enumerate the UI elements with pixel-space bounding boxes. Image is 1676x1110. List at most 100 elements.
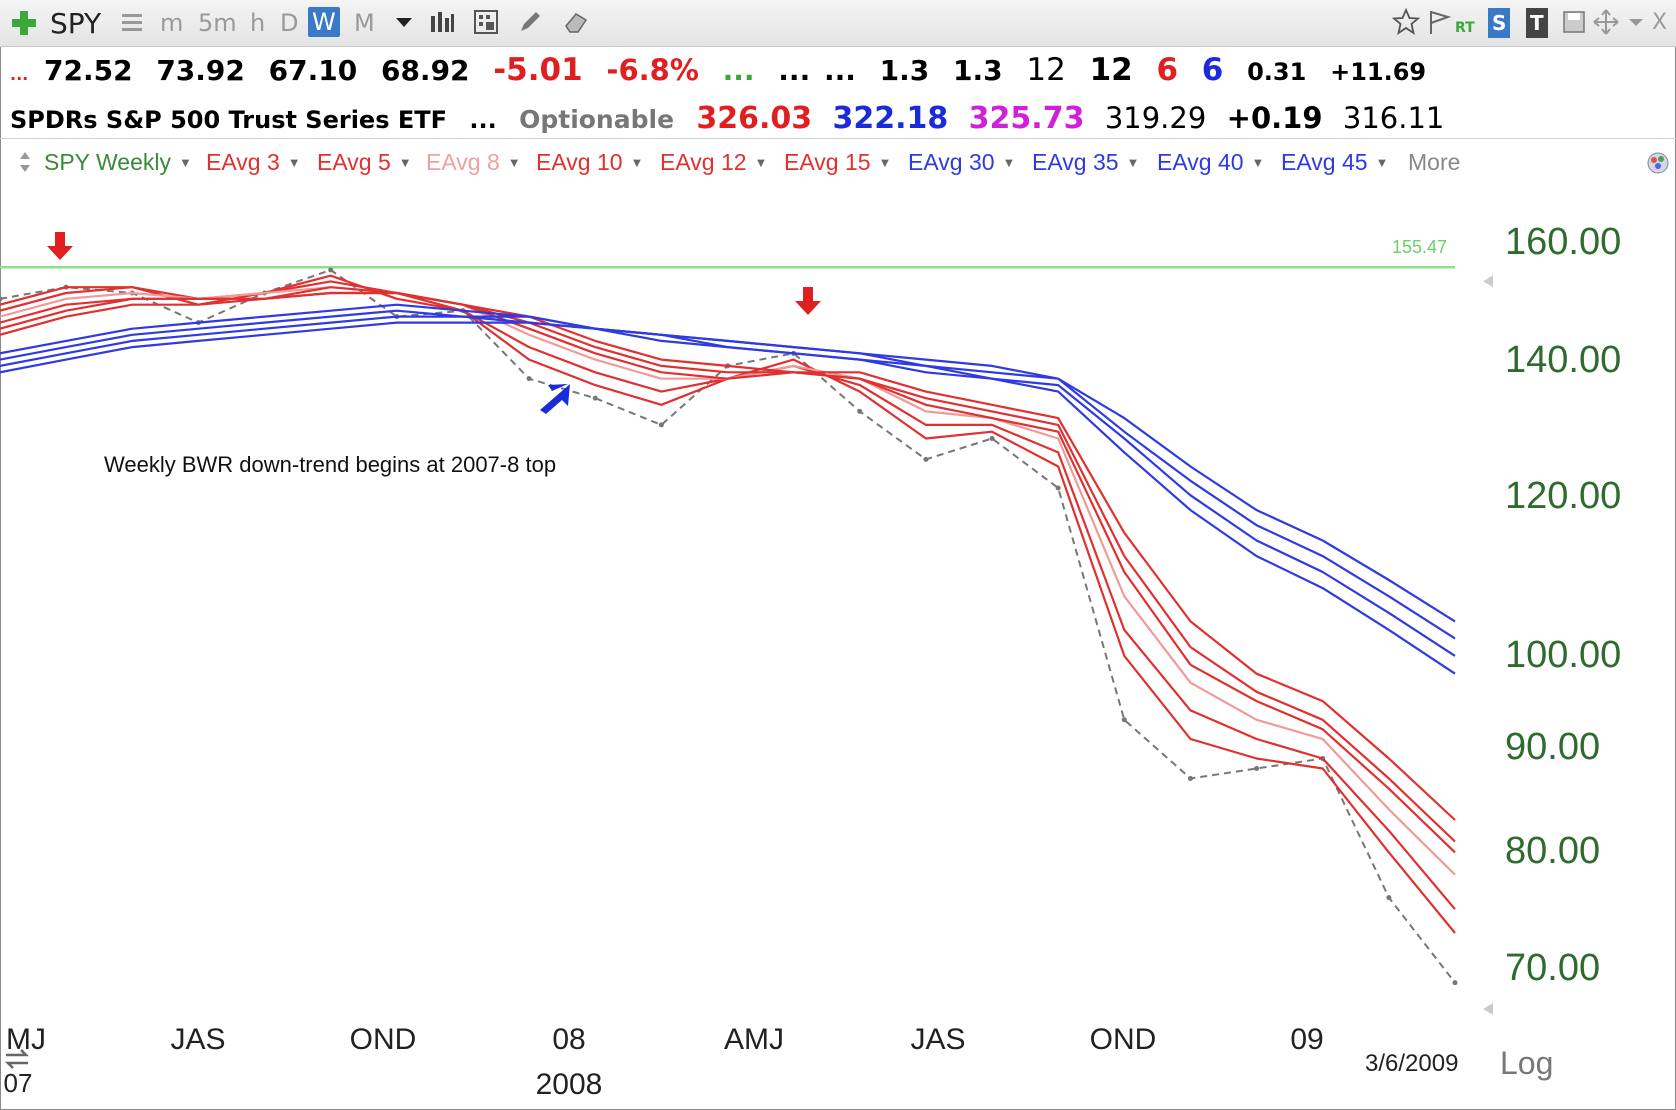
legend-label: EAvg 40 xyxy=(1157,149,1244,175)
quote-line: ... 72.52 73.92 67.10 68.92 -5.01 -6.8% … xyxy=(10,52,1440,88)
period-m[interactable]: m xyxy=(160,9,184,37)
period-d[interactable]: D xyxy=(280,9,299,37)
move-icon[interactable] xyxy=(1592,8,1620,36)
dropdown-arrow-icon[interactable] xyxy=(390,8,418,36)
quote-v7: 0.31 xyxy=(1247,58,1307,86)
legend-series[interactable]: SPY Weekly ▼ xyxy=(44,149,192,176)
quote-dots-2: ... xyxy=(778,54,811,87)
info-p1: 326.03 xyxy=(696,101,813,136)
legend-eavg-3[interactable]: EAvg 3 ▼ xyxy=(206,149,301,176)
last-date-label: 3/6/2009 xyxy=(1365,1050,1459,1077)
updown-arrow-icon[interactable] xyxy=(18,150,32,174)
refresh-icon[interactable] xyxy=(2,1046,32,1072)
quote-v2: 1.3 xyxy=(953,54,1003,87)
price-tick: 120.00 xyxy=(1505,475,1622,517)
x-tick: 08 xyxy=(552,1023,586,1056)
legend-eavg-15[interactable]: EAvg 15 ▼ xyxy=(784,149,891,176)
header-divider xyxy=(0,138,1676,139)
save-icon[interactable] xyxy=(1560,8,1588,36)
log-scale-toggle[interactable]: Log xyxy=(1500,1045,1554,1081)
data-point xyxy=(923,456,929,462)
add-plus-icon[interactable] xyxy=(10,9,38,37)
optionable-label: Optionable xyxy=(519,105,675,134)
blue-arrow-icon xyxy=(540,384,570,414)
list-menu-icon[interactable] xyxy=(118,8,146,36)
legend-label: EAvg 10 xyxy=(536,149,623,175)
legend-more-button[interactable]: More xyxy=(1408,149,1461,175)
quote-low: 67.10 xyxy=(268,54,358,87)
menu-arrow-icon[interactable] xyxy=(1622,8,1650,36)
x-tick: MJ xyxy=(6,1023,46,1056)
indicator-legend: SPY Weekly ▼ EAvg 3 ▼ EAvg 5 ▼ EAvg 8 ▼ EAvg… xyxy=(0,145,1676,181)
price-tick: 140.00 xyxy=(1505,339,1622,381)
period-h[interactable]: h xyxy=(250,9,266,37)
data-point xyxy=(592,395,598,401)
star-icon[interactable] xyxy=(1392,8,1420,36)
quote-high: 73.92 xyxy=(156,54,245,87)
t-button[interactable]: T xyxy=(1526,8,1548,38)
info-p4: 319.29 xyxy=(1104,101,1207,135)
legend-label: EAvg 45 xyxy=(1281,149,1368,175)
legend-eavg-45[interactable]: EAvg 45 ▼ xyxy=(1281,149,1388,176)
period-w-active[interactable]: W xyxy=(308,7,340,37)
realtime-label[interactable]: RT xyxy=(1455,20,1475,36)
pencil-icon[interactable] xyxy=(516,8,544,36)
x-year: 2008 xyxy=(535,1068,603,1101)
flag-icon[interactable] xyxy=(1426,8,1454,36)
caret-icon: ▼ xyxy=(754,155,768,170)
series-line-eavg-5 xyxy=(0,280,1456,910)
color-wheel-icon[interactable] xyxy=(1646,151,1670,175)
legend-label: EAvg 12 xyxy=(660,149,747,175)
legend-label: EAvg 3 xyxy=(206,149,280,175)
legend-eavg-12[interactable]: EAvg 12 ▼ xyxy=(660,149,767,176)
legend-eavg-10[interactable]: EAvg 10 ▼ xyxy=(536,149,643,176)
series-line-eavg-12 xyxy=(0,291,1456,843)
info-p5: +0.19 xyxy=(1226,101,1323,135)
quote-v3: 12 xyxy=(1026,52,1066,88)
legend-eavg-5[interactable]: EAvg 5 ▼ xyxy=(317,149,412,176)
quote-v8: +11.69 xyxy=(1330,58,1427,86)
hline-value-label: 155.47 xyxy=(1392,237,1448,257)
calculator-icon[interactable] xyxy=(472,8,500,36)
info-p6: 316.11 xyxy=(1342,101,1445,135)
legend-eavg-40[interactable]: EAvg 40 ▼ xyxy=(1157,149,1264,176)
series-line-eavg-8 xyxy=(0,286,1456,876)
eraser-icon[interactable] xyxy=(562,8,590,36)
symbol-field[interactable]: SPY xyxy=(50,7,102,40)
legend-eavg-30[interactable]: EAvg 30 ▼ xyxy=(908,149,1015,176)
x-tick: 09 xyxy=(1290,1023,1324,1056)
legend-label: EAvg 35 xyxy=(1032,149,1119,175)
caret-icon: ▼ xyxy=(630,155,644,170)
x-tick: JAS xyxy=(910,1023,966,1056)
price-chart[interactable] xyxy=(0,183,1676,1043)
quote-dots-green: ... xyxy=(722,54,755,87)
caret-icon: ▼ xyxy=(1126,155,1140,170)
series-line-eavg-3 xyxy=(0,274,1456,934)
series-line-spy-weekly xyxy=(0,269,1456,984)
data-point xyxy=(1452,980,1458,986)
price-tick: 90.00 xyxy=(1505,726,1601,768)
caret-icon: ▼ xyxy=(878,155,892,170)
series-line-eavg-45 xyxy=(0,321,1456,623)
period-5m[interactable]: 5m xyxy=(198,9,237,37)
x-tick: JAS xyxy=(170,1023,226,1056)
data-point xyxy=(1121,717,1127,723)
series-line-eavg-15 xyxy=(0,291,1456,821)
close-button[interactable]: X xyxy=(1652,10,1668,35)
data-point xyxy=(526,376,532,382)
legend-label: EAvg 8 xyxy=(426,149,500,175)
s-button[interactable]: S xyxy=(1488,8,1511,38)
price-tick: 80.00 xyxy=(1505,830,1601,872)
period-m-monthly[interactable]: M xyxy=(354,9,375,37)
caret-icon: ▼ xyxy=(398,155,412,170)
series-line-eavg-30 xyxy=(0,303,1456,675)
data-point xyxy=(857,408,863,414)
legend-eavg-35[interactable]: EAvg 35 ▼ xyxy=(1032,149,1139,176)
caret-icon: ▼ xyxy=(1251,155,1265,170)
legend-eavg-8[interactable]: EAvg 8 ▼ xyxy=(426,149,521,176)
price-tick: 160.00 xyxy=(1505,221,1622,263)
quote-open: 72.52 xyxy=(43,54,133,87)
quote-v4: 12 xyxy=(1089,52,1133,88)
caret-icon: ▼ xyxy=(1375,155,1389,170)
bar-chart-icon[interactable] xyxy=(428,8,456,36)
